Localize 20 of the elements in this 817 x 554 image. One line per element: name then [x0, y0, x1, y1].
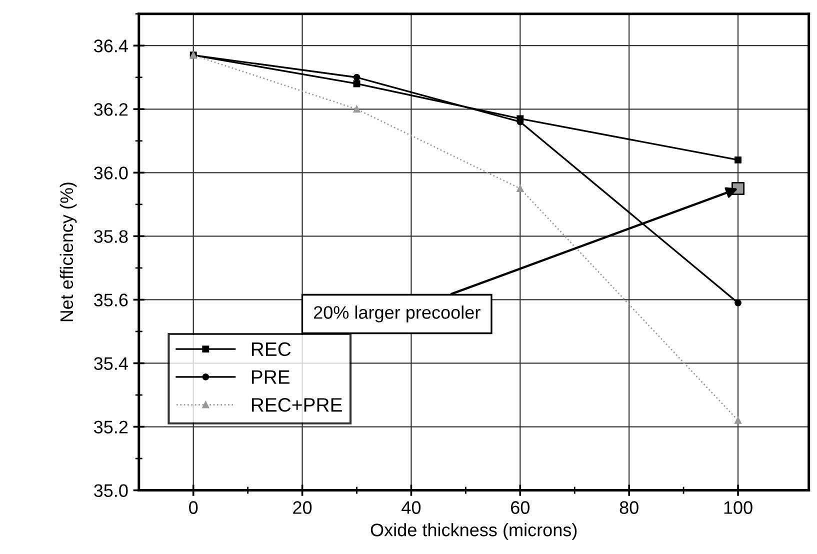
y-axis-title: Net efficiency (%)	[60, 182, 77, 322]
x-tick-label: 0	[189, 501, 198, 514]
annotation: 20% larger precooler	[314, 306, 480, 322]
x-tick-label: 100	[724, 501, 752, 514]
legend-label: REC	[252, 342, 291, 356]
x-tick-label: 60	[511, 501, 530, 514]
y-tick-label: 36.0	[94, 166, 128, 180]
y-tick-label: 36.4	[94, 40, 128, 52]
x-tick-label: 20	[293, 501, 312, 514]
y-tick-label: 35.8	[94, 230, 128, 243]
y-tick-label: 35.2	[94, 420, 128, 434]
x-axis-title: Oxide thickness (microns)	[370, 523, 577, 540]
x-tick-label: 40	[402, 501, 421, 514]
y-tick-label: 35.0	[94, 484, 128, 498]
legend-label: REC+PRE	[252, 398, 342, 412]
y-tick-label: 36.2	[94, 103, 128, 116]
legend-label: PRE	[252, 370, 290, 384]
y-tick-label: 35.4	[94, 357, 128, 370]
y-tick-label: 35.6	[94, 294, 128, 306]
x-tick-label: 80	[620, 501, 638, 514]
